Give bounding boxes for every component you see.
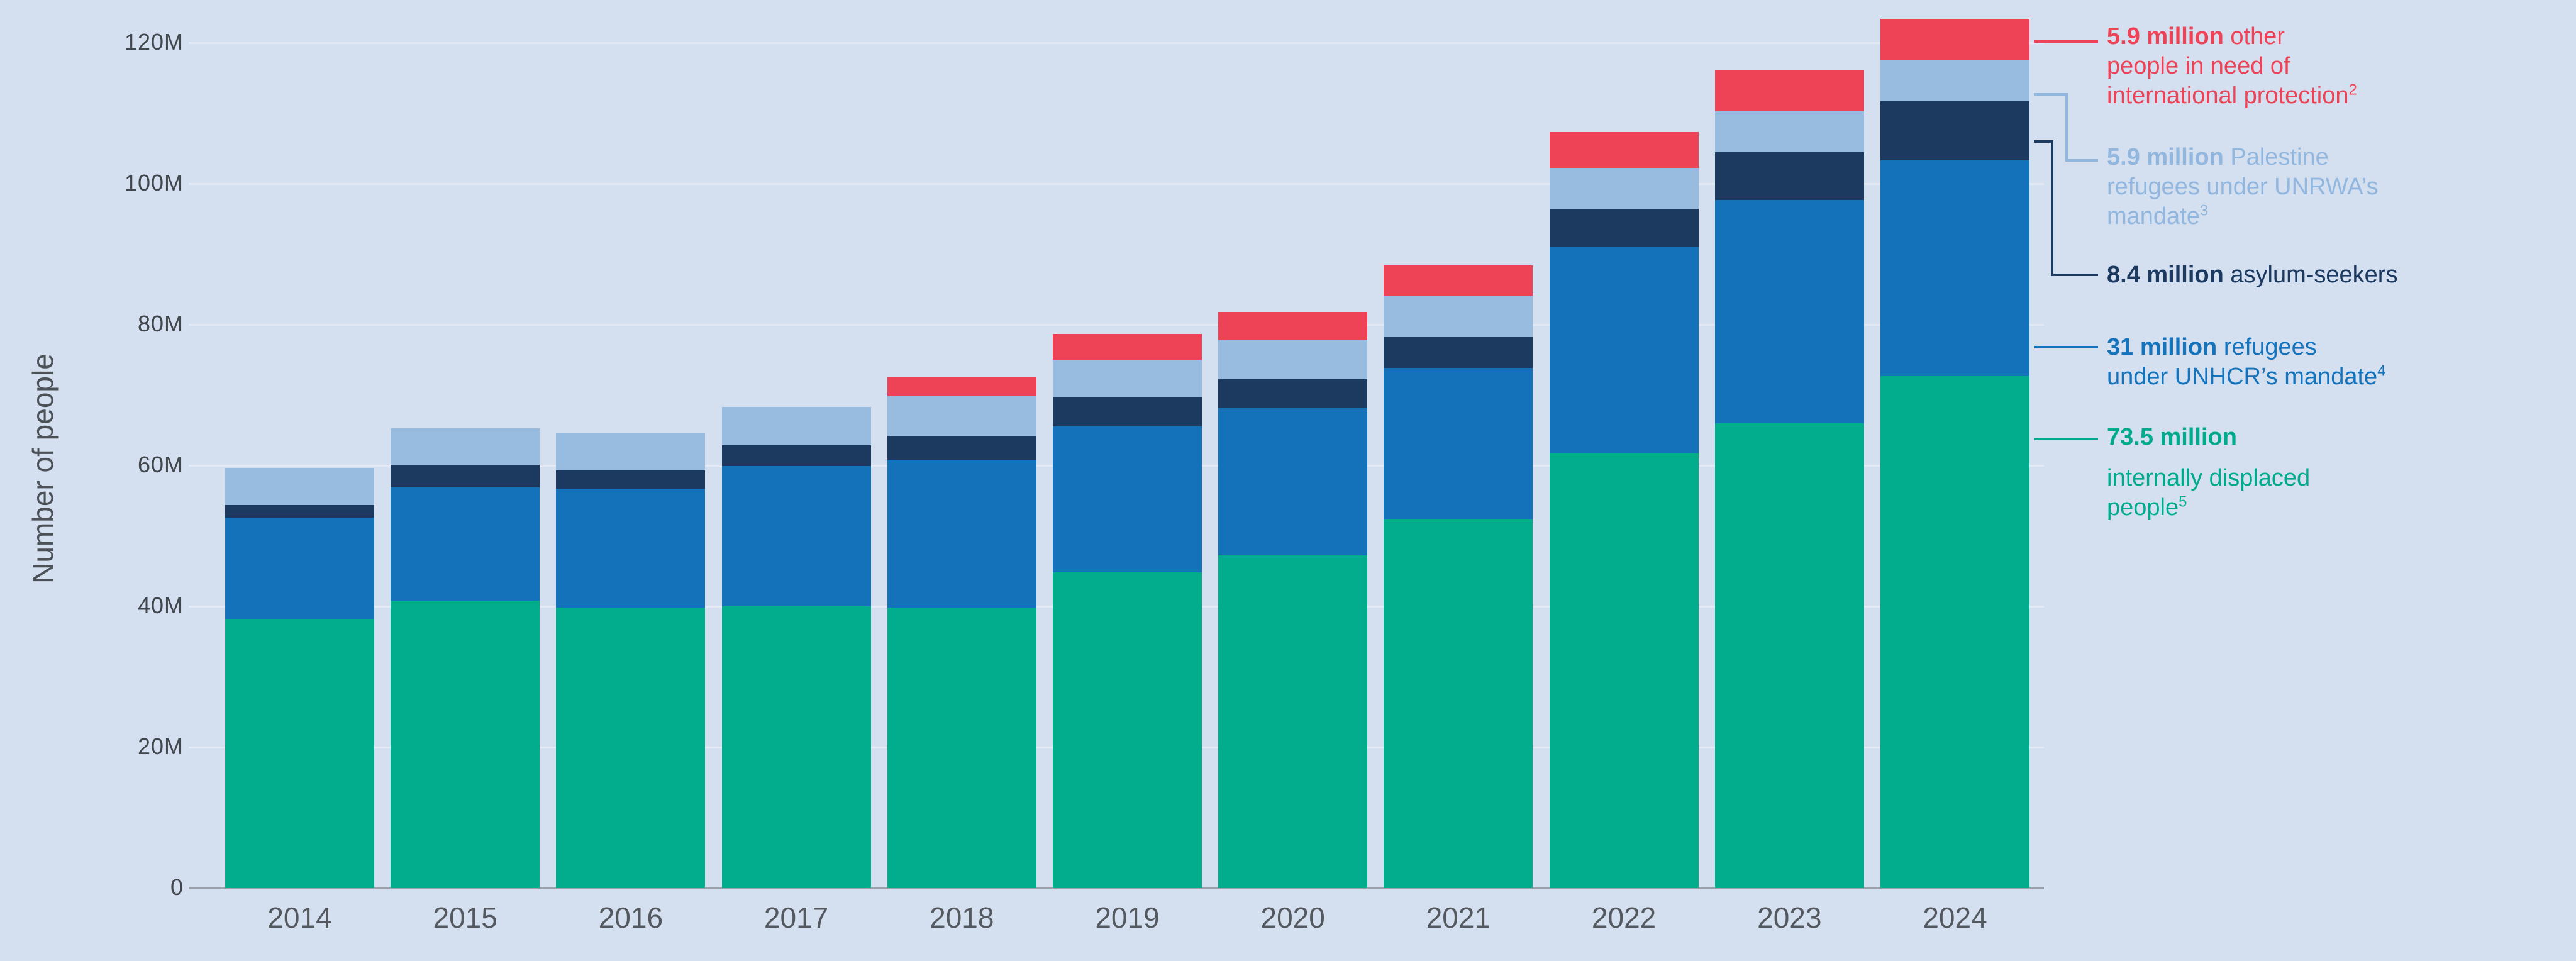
legend-text-line: 31 million refugees	[2107, 334, 2317, 360]
bar-segment-2019-other	[1053, 333, 1202, 360]
bar-segment-2019-unhcr	[1053, 426, 1202, 573]
bar-segment-2014-idp	[225, 619, 374, 888]
bar-segment-2014-asylum	[225, 504, 374, 518]
bar-segment-2017-idp	[721, 606, 871, 888]
bar-segment-2018-unrwa	[887, 396, 1036, 436]
bar-segment-2022-unrwa	[1549, 168, 1699, 209]
y-tick-label-40M: 40M	[137, 592, 184, 618]
bar-segment-2016-idp	[556, 608, 706, 888]
bar-segment-2014-unrwa	[225, 468, 374, 505]
bar-segment-2019-idp	[1053, 572, 1202, 888]
bar-segment-2020-asylum	[1218, 379, 1368, 409]
bar-segment-2024-asylum	[1880, 101, 2029, 161]
bar-segment-2018-other	[887, 377, 1036, 397]
x-tick-label-2016: 2016	[598, 901, 663, 934]
bar-segment-2022-other	[1549, 132, 1699, 169]
bar-segment-2022-asylum	[1549, 209, 1699, 247]
bar-segment-2014-unhcr	[225, 517, 374, 619]
y-tick-label-0: 0	[170, 874, 184, 900]
bar-segment-2016-asylum	[556, 470, 706, 489]
bar-segment-2024-unrwa	[1880, 60, 2029, 101]
bar-segment-2024-idp	[1880, 375, 2029, 888]
legend-text-line: people in need of	[2107, 53, 2290, 79]
bar-segment-2021-asylum	[1384, 337, 1533, 369]
leader-line-palestine	[2034, 93, 2098, 162]
bar-segment-2021-unhcr	[1384, 368, 1533, 520]
x-tick-label-2020: 2020	[1260, 901, 1325, 934]
bar-segment-2023-unhcr	[1714, 199, 1864, 423]
bar-segment-2016-unrwa	[556, 433, 706, 470]
bar-segment-2022-idp	[1549, 453, 1699, 888]
bar-segment-2017-asylum	[721, 445, 871, 467]
legend-text-line: 5.9 million other	[2107, 23, 2285, 50]
bar-segment-2018-asylum	[887, 435, 1036, 460]
bar-segment-2015-unrwa	[391, 428, 540, 465]
legend-item-unhcr: 31 million refugees under UNHCR’s mandate…	[2107, 333, 2509, 392]
bar-segment-2020-unhcr	[1218, 408, 1368, 556]
legend-item-other: 5.9 million other people in need of intern…	[2107, 22, 2509, 111]
bar-segment-2021-other	[1384, 265, 1533, 296]
x-tick-label-2014: 2014	[267, 901, 332, 934]
bar-segment-2015-asylum	[391, 464, 540, 487]
bar-segment-2024-unhcr	[1880, 160, 2029, 376]
legend-text-line: 5.9 million Palestine	[2107, 144, 2329, 170]
leader-line-asylum	[2034, 140, 2098, 276]
x-tick-label-2024: 2024	[1923, 901, 1987, 934]
bar-segment-2023-asylum	[1714, 152, 1864, 200]
bar-segment-2018-idp	[887, 608, 1036, 888]
bar-segment-2016-unhcr	[556, 488, 706, 608]
bar-segment-2018-unhcr	[887, 460, 1036, 608]
bar-segment-2019-asylum	[1053, 397, 1202, 427]
legend-item-idp: 73.5 million internally displaced people5	[2107, 423, 2509, 523]
legend-text-line: people5	[2107, 493, 2187, 521]
bar-segment-2015-idp	[391, 601, 540, 888]
legend-item-palestine: 5.9 million Palestine refugees under UNRW…	[2107, 143, 2509, 231]
x-axis-line	[189, 887, 2044, 889]
y-tick-label-80M: 80M	[137, 311, 184, 336]
bar-segment-2023-unrwa	[1714, 111, 1864, 152]
y-tick-label-20M: 20M	[137, 733, 184, 759]
bar-segment-2017-unrwa	[721, 407, 871, 445]
gridline-80M	[189, 324, 2044, 326]
legend-text-line: mandate3	[2107, 202, 2209, 230]
legend-text-line: 73.5 million	[2107, 424, 2237, 450]
bar-segment-2022-unhcr	[1549, 246, 1699, 453]
bar-segment-2019-unrwa	[1053, 360, 1202, 398]
legend-item-asylum: 8.4 million asylum-seekers	[2107, 260, 2509, 290]
bar-segment-2017-unhcr	[721, 466, 871, 606]
gridline-120M	[189, 42, 2044, 44]
legend-text-line: internally displaced	[2107, 465, 2311, 491]
bar-segment-2023-other	[1714, 70, 1864, 111]
bar-segment-2021-idp	[1384, 519, 1533, 888]
gridline-100M	[189, 183, 2044, 185]
x-tick-label-2021: 2021	[1426, 901, 1491, 934]
y-tick-label-60M: 60M	[137, 452, 184, 477]
y-tick-label-120M: 120M	[124, 29, 184, 55]
x-tick-label-2015: 2015	[433, 901, 497, 934]
bar-segment-2015-unhcr	[391, 487, 540, 601]
x-tick-label-2018: 2018	[930, 901, 994, 934]
bar-segment-2023-idp	[1714, 423, 1864, 888]
x-tick-label-2023: 2023	[1757, 901, 1822, 934]
x-tick-label-2017: 2017	[763, 901, 829, 934]
bar-segment-2020-unrwa	[1218, 340, 1368, 380]
x-tick-label-2019: 2019	[1095, 901, 1160, 934]
legend-text-line: international protection2	[2107, 81, 2357, 109]
y-tick-label-100M: 100M	[124, 170, 184, 196]
bar-segment-2020-other	[1218, 311, 1368, 340]
legend-text-line: refugees under UNRWA’s	[2107, 174, 2379, 200]
legend-text-line: 8.4 million asylum-seekers	[2107, 262, 2398, 288]
legend-text-line: under UNHCR’s mandate4	[2107, 362, 2386, 390]
bar-segment-2020-idp	[1218, 555, 1368, 888]
x-tick-label-2022: 2022	[1591, 901, 1657, 934]
bar-segment-2021-unrwa	[1384, 296, 1533, 338]
bar-segment-2024-other	[1880, 18, 2029, 60]
